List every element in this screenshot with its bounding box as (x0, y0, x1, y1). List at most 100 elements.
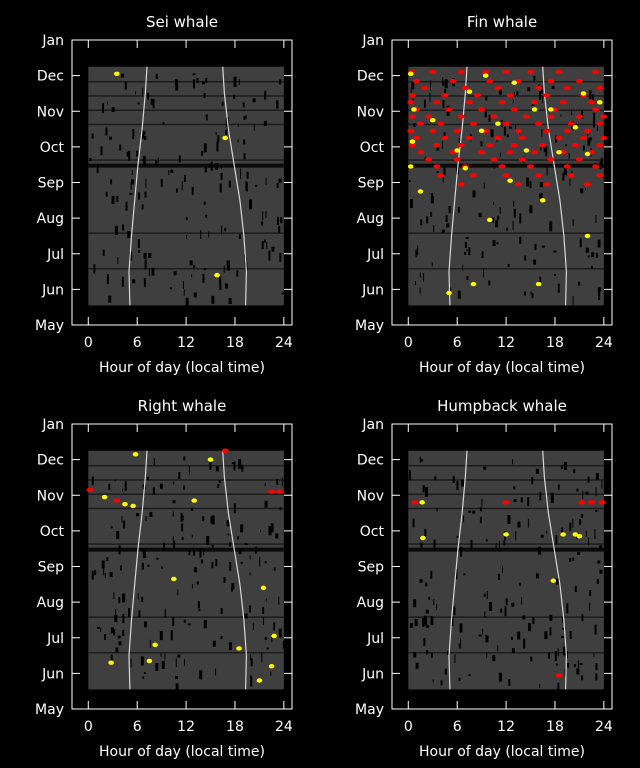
effort-gap (424, 528, 427, 539)
effort-gap (522, 615, 526, 620)
effort-gap (459, 623, 463, 633)
detection-red (535, 85, 543, 91)
effort-gap (459, 546, 462, 557)
effort-gap (231, 462, 234, 465)
detection-yellow (101, 494, 108, 500)
effort-gap (271, 246, 275, 252)
effort-gap (278, 225, 281, 233)
detection-red (514, 128, 522, 134)
effort-gap (533, 259, 537, 265)
effort-gap (132, 128, 135, 139)
effort-gap (529, 181, 532, 189)
y-tick-label: Jun (361, 666, 384, 682)
effort-gap (444, 89, 447, 96)
effort-gap-line (88, 159, 284, 161)
effort-gap (488, 114, 491, 122)
effort-gap (221, 225, 223, 235)
effort-gap (539, 492, 542, 501)
detection-red (412, 135, 420, 141)
detection-red (425, 114, 433, 119)
y-tick-label: Dec (37, 69, 64, 85)
y-tick-label: Oct (360, 524, 385, 540)
panel-fin-whale: Fin whale 0 6 12 18 24 Jan Dec Nov Oct Sep Aug Jul Ju… (355, 13, 613, 376)
effort-gap (215, 668, 217, 676)
effort-gap (203, 201, 206, 205)
effort-gap (512, 220, 514, 230)
effort-gap (233, 503, 236, 514)
effort-gap (569, 631, 572, 640)
detection-red (408, 93, 416, 98)
effort-gap (203, 143, 207, 153)
effort-gap (119, 144, 122, 151)
effort-gap (562, 627, 566, 630)
effort-gap (215, 132, 217, 136)
effort-gap (276, 478, 279, 485)
effort-gap (571, 109, 573, 116)
detection-yellow (222, 135, 228, 141)
detection-red (539, 142, 547, 148)
detection-red (567, 173, 575, 178)
effort-gap (261, 221, 264, 226)
effort-gap (108, 136, 112, 140)
effort-gap (96, 164, 99, 174)
effort-gap (253, 123, 255, 131)
panel-right-whale: Right whale 0 6 12 18 24 Jan Dec Nov Oct Sep Aug Jul… (35, 397, 293, 760)
sunrise-curve (448, 66, 468, 306)
effort-gap (520, 497, 523, 503)
effort-gap (550, 492, 554, 503)
detection-red (453, 128, 461, 134)
effort-gap-line (88, 80, 284, 83)
effort-gap (160, 652, 162, 657)
effort-gap (585, 491, 589, 495)
x-tick-label: 18 (226, 335, 244, 351)
effort-gap (453, 606, 456, 616)
effort-gap (593, 652, 595, 657)
effort-gap (500, 120, 503, 123)
effort-gap (124, 481, 127, 492)
effort-gap (499, 152, 501, 157)
effort-gap-line (88, 166, 284, 168)
effort-gap (431, 192, 434, 198)
effort-gap-line (408, 95, 604, 97)
effort-gap (110, 179, 113, 185)
effort-gap (101, 560, 105, 569)
effort-gap (140, 656, 144, 666)
effort-gap (551, 85, 555, 89)
effort-gap (228, 180, 231, 188)
effort-gap (125, 201, 128, 211)
effort-gap (141, 130, 145, 139)
x-tick-label: 6 (453, 335, 462, 351)
detection-red (543, 182, 551, 187)
effort-gap-line (88, 493, 284, 495)
detection-red (543, 128, 551, 134)
effort-gap (430, 652, 433, 658)
panel-humpback-whale: Humpback whale 0 6 12 18 24 Jan Dec Nov Oct Sep Aug… (355, 397, 613, 760)
effort-gap (219, 276, 222, 285)
detection-red (411, 500, 419, 505)
effort-gap (513, 499, 517, 503)
effort-gap (265, 177, 267, 185)
effort-gap (527, 518, 529, 528)
effort-gap (152, 487, 155, 495)
y-tick-label: Nov (37, 488, 64, 504)
effort-gap (572, 219, 574, 227)
effort-gap (143, 252, 147, 259)
effort-gap (149, 511, 153, 517)
effort-gap (138, 192, 141, 200)
effort-gap (579, 238, 582, 248)
effort-gap (410, 86, 412, 94)
effort-gap (433, 225, 435, 233)
effort-gaps (88, 456, 285, 691)
effort-gap (136, 513, 140, 517)
effort-gap (433, 599, 435, 606)
effort-gap (499, 206, 501, 214)
effort-gap (202, 516, 205, 522)
effort-gap (144, 136, 147, 141)
effort-gap (118, 545, 121, 555)
effort-gap (91, 476, 94, 486)
effort-gap (276, 216, 279, 225)
effort-gaps (88, 73, 285, 307)
effort-gap (209, 460, 212, 471)
effort-gap (423, 637, 426, 646)
effort-gap (425, 609, 429, 614)
